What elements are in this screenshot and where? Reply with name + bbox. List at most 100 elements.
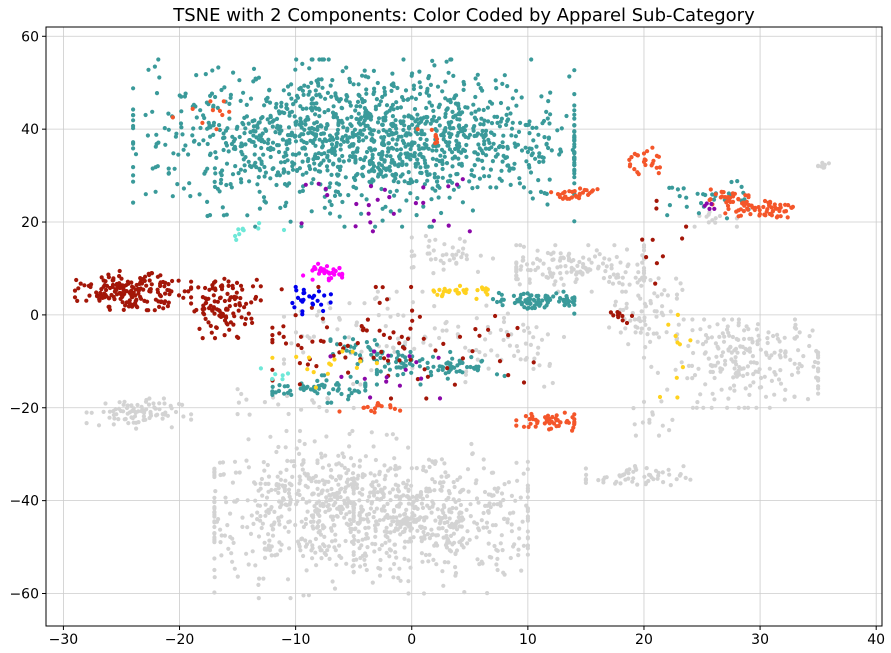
scatter-point <box>594 248 599 253</box>
scatter-point <box>425 365 430 371</box>
scatter-point <box>194 73 199 78</box>
scatter-point <box>426 244 431 249</box>
scatter-point <box>388 515 393 520</box>
scatter-point <box>177 93 182 98</box>
scatter-point <box>525 546 531 551</box>
scatter-point <box>266 474 272 479</box>
scatter-point <box>153 144 158 149</box>
scatter-point <box>488 330 493 335</box>
scatter-point <box>338 342 343 347</box>
scatter-point <box>278 505 283 510</box>
scatter-point <box>386 147 391 152</box>
scatter-point <box>450 150 455 155</box>
scatter-point <box>418 524 423 529</box>
scatter-point <box>586 192 591 197</box>
scatter-point <box>726 191 732 196</box>
scatter-point <box>171 151 176 156</box>
scatter-point <box>405 336 411 341</box>
scatter-point <box>425 374 430 379</box>
scatter-point <box>372 473 377 478</box>
scatter-point <box>431 288 436 293</box>
scatter-point <box>370 132 375 137</box>
scatter-point <box>108 285 113 291</box>
scatter-point <box>357 93 362 98</box>
scatter-point <box>675 395 680 400</box>
scatter-point <box>394 359 399 365</box>
scatter-point <box>660 304 665 309</box>
scatter-point <box>367 179 372 184</box>
scatter-point <box>576 196 582 201</box>
scatter-point <box>316 309 321 314</box>
scatter-point <box>457 540 462 545</box>
scatter-point <box>570 189 575 194</box>
scatter-point <box>731 194 736 199</box>
scatter-point <box>402 512 407 517</box>
scatter-point <box>89 410 94 415</box>
scatter-point <box>613 481 618 486</box>
scatter-point <box>778 202 783 207</box>
scatter-point <box>280 377 285 382</box>
scatter-point <box>664 330 669 335</box>
scatter-point <box>674 292 680 297</box>
scatter-point <box>305 367 310 372</box>
scatter-point <box>431 218 436 223</box>
scatter-point <box>475 557 480 562</box>
scatter-point <box>362 127 367 132</box>
scatter-point <box>351 541 356 547</box>
y-tick-label: −40 <box>9 494 39 510</box>
scatter-point <box>111 412 116 418</box>
scatter-point <box>371 444 376 449</box>
scatter-point <box>481 525 486 530</box>
scatter-point <box>783 387 788 392</box>
scatter-point <box>657 165 663 170</box>
scatter-point <box>437 335 442 341</box>
scatter-point <box>308 130 313 135</box>
scatter-point <box>420 559 425 564</box>
scatter-point <box>316 83 321 88</box>
scatter-point <box>385 297 390 302</box>
scatter-point <box>342 489 347 494</box>
scatter-point <box>359 543 364 548</box>
scatter-point <box>364 567 369 573</box>
scatter-point <box>267 120 272 125</box>
scatter-point <box>301 139 306 145</box>
scatter-point <box>467 179 472 184</box>
scatter-point <box>422 533 427 538</box>
scatter-point <box>251 133 256 138</box>
scatter-point <box>270 337 275 342</box>
scatter-point <box>602 256 607 261</box>
scatter-point <box>461 536 466 541</box>
scatter-point <box>95 294 100 299</box>
scatter-point <box>236 400 241 405</box>
scatter-point <box>528 170 534 175</box>
scatter-point <box>730 199 736 204</box>
scatter-point <box>152 64 157 69</box>
scatter-point <box>265 462 270 468</box>
scatter-point <box>218 472 223 478</box>
scatter-point <box>301 593 306 598</box>
scatter-point <box>429 127 434 132</box>
scatter-point <box>359 211 364 216</box>
scatter-point <box>212 299 217 304</box>
scatter-point <box>567 196 572 201</box>
scatter-point <box>444 319 449 325</box>
scatter-point <box>732 366 737 371</box>
scatter-point <box>238 167 243 172</box>
scatter-point <box>398 578 403 583</box>
scatter-point <box>353 160 358 165</box>
scatter-point <box>521 244 527 249</box>
scatter-point <box>495 299 500 305</box>
scatter-point <box>375 401 380 406</box>
scatter-point <box>473 94 478 100</box>
scatter-point <box>121 402 126 407</box>
scatter-point <box>480 561 485 566</box>
scatter-point <box>362 376 367 381</box>
scatter-point <box>601 276 607 281</box>
scatter-point <box>351 563 356 568</box>
scatter-point <box>354 379 360 385</box>
scatter-point <box>374 382 379 387</box>
scatter-point <box>378 369 383 374</box>
scatter-point <box>427 100 432 105</box>
scatter-point <box>745 371 750 377</box>
